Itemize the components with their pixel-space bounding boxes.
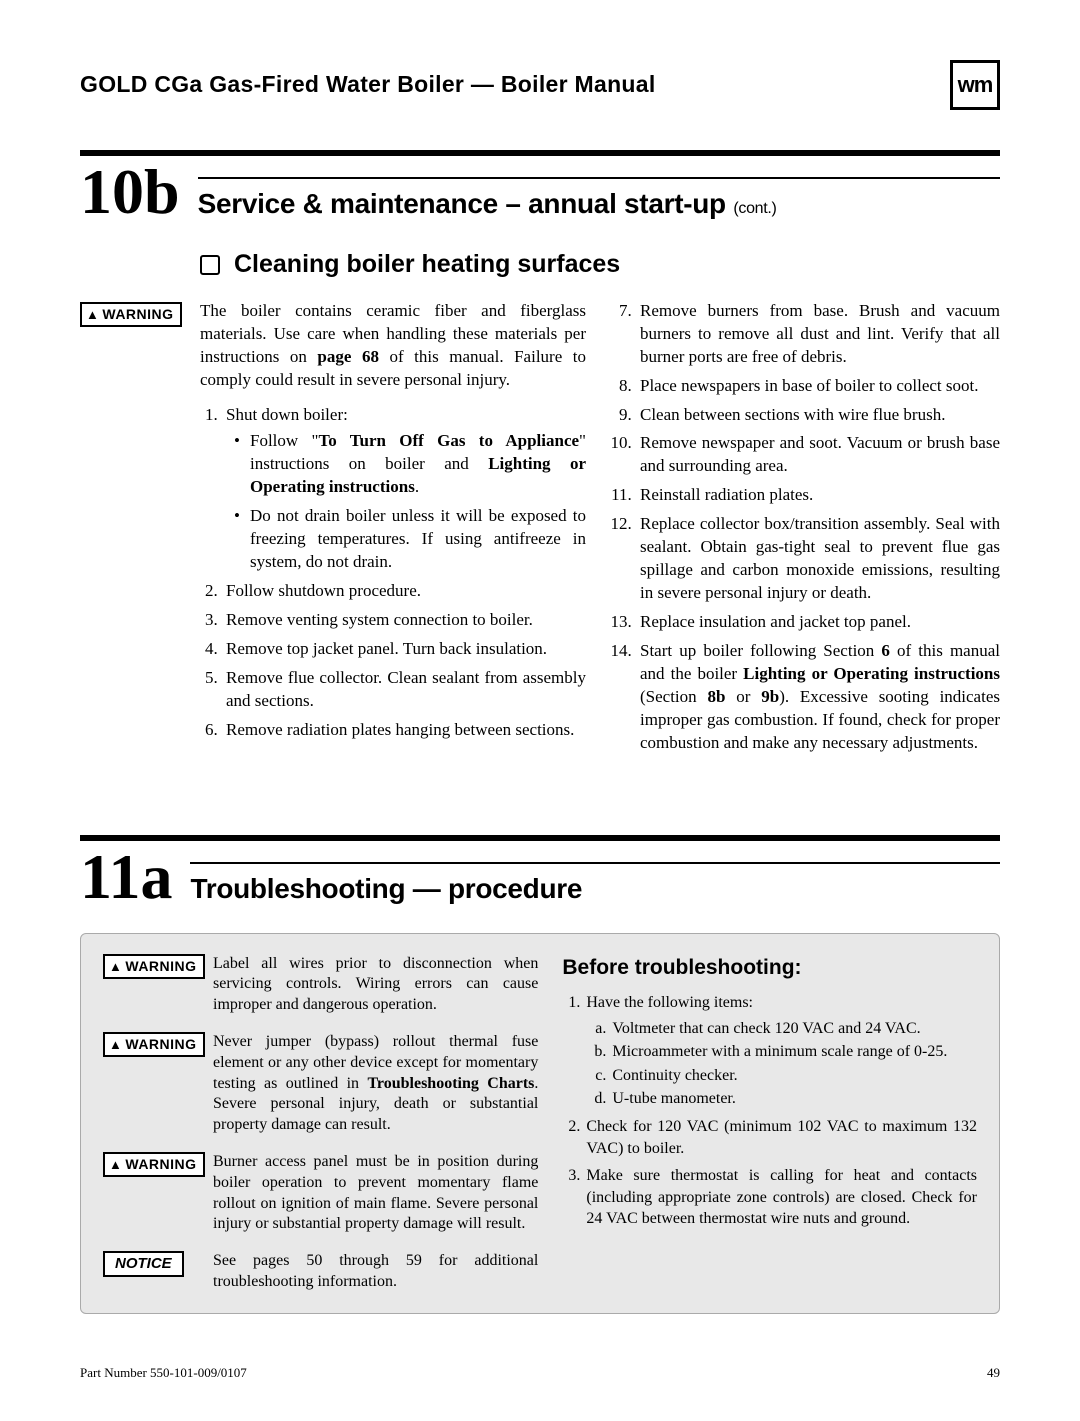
page-number: 49 (987, 1364, 1000, 1382)
warning-row: ▲WARNING Never jumper (bypass) rollout t… (103, 1032, 538, 1136)
manual-title: GOLD CGa Gas-Fired Water Boiler — Boiler… (80, 69, 938, 100)
warning-row: ▲WARNING Label all wires prior to discon… (103, 954, 538, 1016)
checkbox-icon (200, 255, 220, 275)
list-item: Clean between sections with wire flue br… (636, 404, 1000, 427)
notice-badge: NOTICE (103, 1251, 184, 1277)
part-number: Part Number 550-101-009/0107 (80, 1364, 247, 1382)
warning-badge-column: ▲ WARNING (80, 300, 200, 755)
warning-triangle-icon: ▲ (109, 1038, 122, 1051)
subsection-title: Cleaning boiler heating surfaces (234, 248, 620, 282)
list-item: Follow "To Turn Off Gas to Appliance" in… (250, 430, 586, 499)
list-item: Replace insulation and jacket top panel. (636, 611, 1000, 634)
section-10b-heading: 10b Service & maintenance – annual start… (80, 150, 1000, 224)
list-item: Reinstall radiation plates. (636, 484, 1000, 507)
warning-badge: ▲WARNING (103, 1152, 205, 1177)
list-item: Remove burners from base. Brush and vacu… (636, 300, 1000, 369)
list-item: Replace collector box/transition assembl… (636, 513, 1000, 605)
troubleshooting-box: ▲WARNING Label all wires prior to discon… (80, 933, 1000, 1314)
warning-text: Never jumper (bypass) rollout thermal fu… (213, 1032, 538, 1136)
brand-logo-text: wm (958, 70, 993, 100)
list-item: Continuity checker. (610, 1065, 977, 1087)
before-troubleshooting-column: Before troubleshooting: Have the followi… (562, 954, 977, 1293)
list-item: Shut down boiler: Follow "To Turn Off Ga… (222, 404, 586, 575)
warning-row: ▲WARNING Burner access panel must be in … (103, 1152, 538, 1235)
list-item: Follow shutdown procedure. (222, 580, 586, 603)
list-item: Make sure thermostat is calling for heat… (584, 1165, 977, 1230)
warning-text: Label all wires prior to disconnection w… (213, 954, 538, 1016)
warnings-column: ▲WARNING Label all wires prior to discon… (103, 954, 538, 1293)
list-item: U-tube manometer. (610, 1088, 977, 1110)
section-number: 11a (80, 845, 172, 909)
before-list: Have the following items: Voltmeter that… (562, 992, 977, 1230)
section-title-text: Service & maintenance – annual start-up … (198, 188, 777, 219)
section-10b: 10b Service & maintenance – annual start… (80, 150, 1000, 755)
list-item: Remove flue collector. Clean sealant fro… (222, 667, 586, 713)
notice-text: See pages 50 through 59 for additional t… (213, 1251, 538, 1293)
page-header: GOLD CGa Gas-Fired Water Boiler — Boiler… (80, 60, 1000, 110)
warning-badge: ▲ WARNING (80, 302, 182, 327)
list-item: Place newspapers in base of boiler to co… (636, 375, 1000, 398)
warning-triangle-icon: ▲ (86, 308, 99, 321)
brand-logo: wm (950, 60, 1000, 110)
list-item: Remove radiation plates hanging between … (222, 719, 586, 742)
instructions-columns: The boiler contains ceramic fiber and fi… (200, 300, 1000, 755)
list-item: Do not drain boiler unless it will be ex… (250, 505, 586, 574)
list-item: Check for 120 VAC (minimum 102 VAC to ma… (584, 1116, 977, 1159)
section-11a-heading: 11a Troubleshooting — procedure (80, 835, 1000, 909)
list-item: Voltmeter that can check 120 VAC and 24 … (610, 1018, 977, 1040)
section-number: 10b (80, 160, 180, 224)
notice-row: NOTICE See pages 50 through 59 for addit… (103, 1251, 538, 1293)
warning-text: Burner access panel must be in position … (213, 1152, 538, 1235)
list-item: Remove top jacket panel. Turn back insul… (222, 638, 586, 661)
warning-triangle-icon: ▲ (109, 1158, 122, 1171)
list-item: Remove venting system connection to boil… (222, 609, 586, 632)
warning-triangle-icon: ▲ (109, 960, 122, 973)
before-heading: Before troubleshooting: (562, 954, 977, 982)
warning-badge: ▲WARNING (103, 954, 205, 979)
page-footer: Part Number 550-101-009/0107 49 (80, 1364, 1000, 1382)
list-item: Have the following items: Voltmeter that… (584, 992, 977, 1110)
list-item: Start up boiler following Section 6 of t… (636, 640, 1000, 755)
list-item: Microammeter with a minimum scale range … (610, 1041, 977, 1063)
section-title-text: Troubleshooting — procedure (190, 873, 582, 904)
list-item: Remove newspaper and soot. Vacuum or bru… (636, 432, 1000, 478)
warning-badge: ▲WARNING (103, 1032, 205, 1057)
section-11a: 11a Troubleshooting — procedure ▲WARNING… (80, 835, 1000, 1314)
section-10b-content: ▲ WARNING The boiler contains ceramic fi… (80, 300, 1000, 755)
subsection-heading: Cleaning boiler heating surfaces (200, 248, 1000, 282)
intro-paragraph: The boiler contains ceramic fiber and fi… (200, 300, 586, 392)
